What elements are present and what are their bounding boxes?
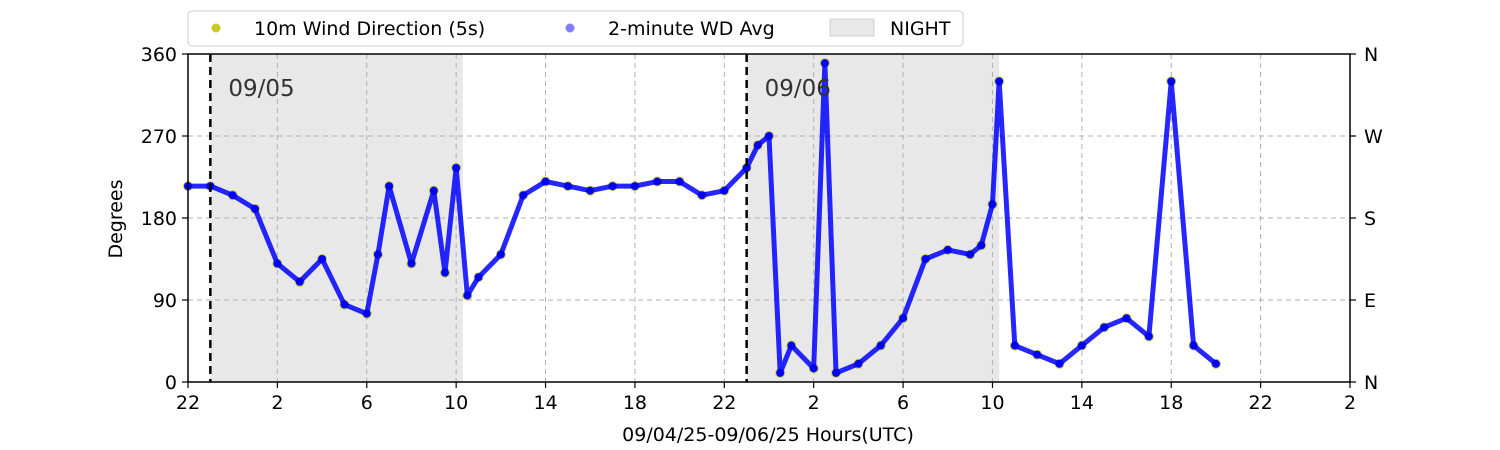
x-tick-label: 18	[1159, 392, 1183, 414]
wd-avg-point	[630, 182, 639, 191]
x-tick-label: 2	[1344, 392, 1356, 414]
wd-avg-point	[820, 59, 829, 68]
wd-avg-point	[563, 182, 572, 191]
wd-avg-point	[541, 177, 550, 186]
y-tick-label: 0	[165, 372, 177, 394]
legend-marker	[211, 23, 221, 33]
compass-tick-label: N	[1364, 372, 1378, 394]
legend-label: 10m Wind Direction (5s)	[254, 18, 485, 40]
wd-avg-point	[653, 177, 662, 186]
x-tick-label: 14	[1070, 392, 1094, 414]
wd-avg-point	[1122, 314, 1131, 323]
wd-avg-point	[318, 255, 327, 263]
wd-avg-point	[474, 273, 483, 282]
x-tick-label: 2	[271, 392, 283, 414]
wd-avg-point	[921, 255, 930, 263]
x-axis-title: 09/04/25-09/06/25 Hours(UTC)	[622, 424, 914, 446]
wd-avg-point	[452, 163, 461, 172]
date-label: 09/05	[228, 76, 294, 102]
wd-avg-point	[273, 259, 282, 268]
x-tick-label: 14	[533, 392, 557, 414]
x-tick-label: 10	[980, 392, 1004, 414]
legend-box	[187, 10, 964, 47]
date-label: 09/06	[765, 76, 831, 102]
wd-avg-point	[440, 268, 449, 277]
wd-avg-point	[519, 191, 528, 200]
x-tick-label: 22	[1249, 392, 1273, 414]
compass-tick-label: S	[1364, 208, 1376, 230]
x-tick-label: 6	[897, 392, 909, 414]
legend-label: 2-minute WD Avg	[608, 18, 775, 40]
series-layer	[183, 58, 1221, 378]
x-tick-label: 22	[712, 392, 736, 414]
legend-patch	[829, 18, 875, 37]
wd-avg-point	[675, 177, 684, 186]
wd-avg-point	[586, 186, 595, 195]
y-tick-label: 270	[141, 126, 177, 148]
wd-avg-point	[1100, 323, 1109, 332]
date-marker-layer: 09/05 09/06	[209, 54, 831, 382]
x-tick-label: 18	[623, 392, 647, 414]
wd-avg-point	[1033, 350, 1042, 359]
x-tick-label: 10	[444, 392, 468, 414]
compass-tick-label: N	[1364, 44, 1378, 66]
wd-avg-point	[340, 300, 349, 309]
wd-avg-point	[1010, 341, 1019, 350]
wd-avg-point	[899, 314, 908, 323]
wd-avg-point	[966, 250, 975, 259]
wd-avg-point	[295, 277, 304, 286]
compass-tick-label: W	[1364, 126, 1383, 148]
wd-avg-point	[765, 132, 773, 140]
wd-avg-point	[943, 245, 952, 254]
wd-avg-point	[1077, 341, 1086, 350]
wd-avg-point	[697, 191, 706, 200]
y-axis-title: Degrees	[105, 179, 127, 258]
wd-avg-point	[429, 186, 438, 195]
wd-avg-point	[407, 259, 416, 268]
wd-avg-point	[988, 200, 997, 209]
wd-avg-point	[876, 341, 885, 350]
wd-avg-point	[251, 204, 260, 213]
wd-avg-point	[720, 186, 729, 195]
x-tick-label: 2	[808, 392, 820, 414]
wd-avg-point	[809, 364, 818, 373]
wd-avg-point	[385, 182, 394, 191]
wd-avg-point	[496, 250, 505, 259]
wd-avg-point	[1211, 359, 1220, 368]
wd-avg-point	[373, 250, 382, 259]
wd-avg-point	[776, 368, 785, 377]
wd-avg-point	[977, 241, 986, 250]
legend-marker	[565, 23, 575, 33]
wd-avg-point	[854, 359, 863, 368]
y-tick-label: 90	[153, 290, 177, 312]
y-tick-label: 360	[141, 44, 177, 66]
wd-avg-point	[1144, 332, 1153, 341]
legend-label: NIGHT	[890, 18, 951, 40]
wd-avg-point	[787, 341, 796, 350]
compass-tick-label: E	[1364, 290, 1376, 312]
wd-avg-point	[362, 309, 371, 318]
wd-avg-point	[742, 163, 751, 172]
x-tick-label: 22	[176, 392, 200, 414]
wd-avg-point	[463, 291, 472, 300]
wd-avg-point	[832, 368, 841, 377]
legend: 10m Wind Direction (5s) 2-minute WD Avg NI…	[187, 10, 964, 47]
wd-avg-point	[1055, 359, 1064, 368]
x-tick-label: 6	[361, 392, 373, 414]
wd-avg-point	[1167, 77, 1176, 86]
wd-avg-point	[1189, 341, 1198, 350]
y-tick-label: 180	[141, 208, 177, 230]
wd-avg-point	[228, 191, 237, 200]
wd-avg-point	[995, 77, 1004, 86]
wd-avg-point	[608, 182, 617, 191]
wd-avg-point	[753, 141, 762, 150]
